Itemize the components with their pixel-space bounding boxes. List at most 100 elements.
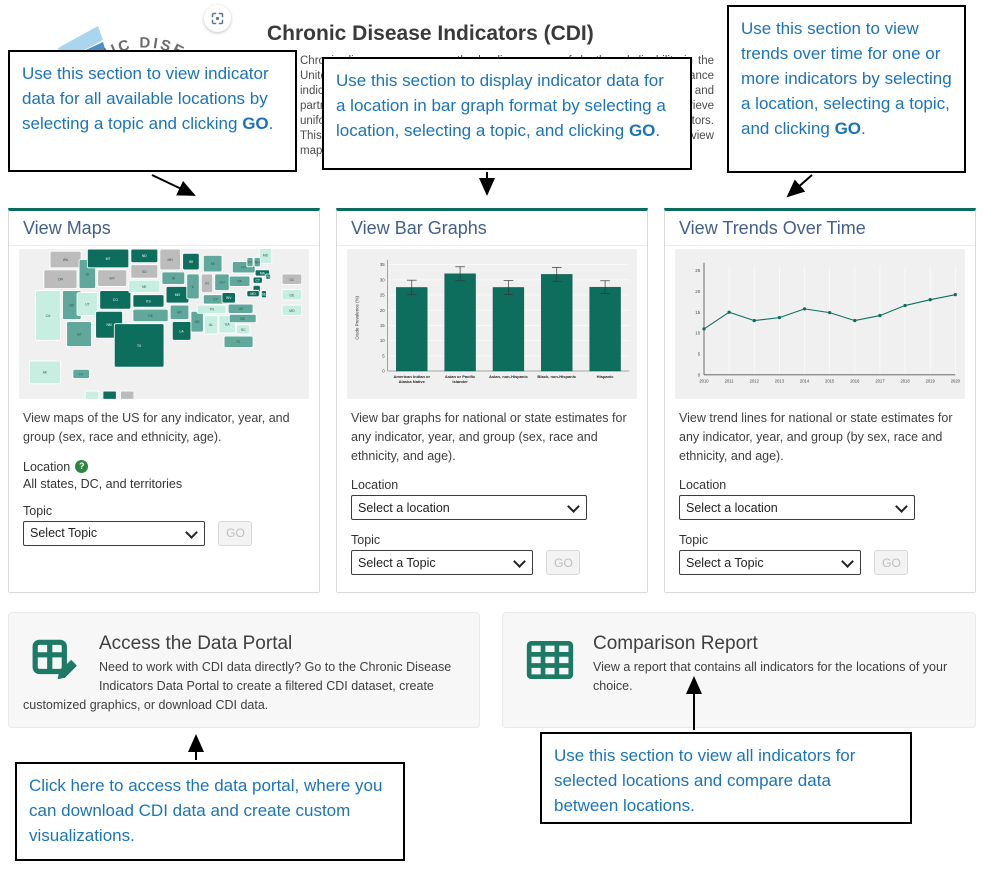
callout-trends: Use this section to view trends over tim… bbox=[727, 5, 966, 173]
arrow-to-trends bbox=[786, 174, 813, 198]
callout-trends-go: GO bbox=[834, 119, 862, 138]
maps-location-label: Location bbox=[23, 459, 71, 474]
callout-comparison-text: Use this section to view all indicators … bbox=[554, 746, 856, 815]
svg-text:GA: GA bbox=[225, 323, 231, 327]
svg-text:AZ: AZ bbox=[77, 333, 81, 337]
svg-text:WV: WV bbox=[226, 296, 232, 300]
svg-text:IA: IA bbox=[172, 277, 176, 281]
view-maps-body: View maps of the US for any indicator, y… bbox=[9, 403, 319, 546]
bars-topic-label: Topic bbox=[351, 533, 381, 548]
view-trends-description: View trend lines for national or state e… bbox=[679, 411, 953, 463]
svg-text:2014: 2014 bbox=[800, 379, 810, 384]
svg-text:SC: SC bbox=[241, 328, 246, 332]
svg-text:DC: DC bbox=[289, 278, 294, 282]
svg-text:Black, non-Hispanic: Black, non-Hispanic bbox=[537, 374, 576, 379]
maps-topic-select[interactable]: Select Topic bbox=[23, 520, 205, 546]
view-trends-header: View Trends Over Time bbox=[665, 211, 975, 246]
callout-trends-text: Use this section to view trends over tim… bbox=[741, 19, 952, 138]
svg-text:10: 10 bbox=[380, 339, 385, 344]
svg-text:2011: 2011 bbox=[725, 379, 735, 384]
comparison-report-description: View a report that contains all indicato… bbox=[593, 660, 948, 693]
callout-bars-text: Use this section to display indicator da… bbox=[336, 71, 666, 140]
svg-text:AL: AL bbox=[209, 323, 213, 327]
svg-text:20: 20 bbox=[380, 308, 385, 313]
svg-text:KY: KY bbox=[214, 298, 219, 302]
trends-location-label: Location bbox=[679, 478, 727, 493]
svg-text:15: 15 bbox=[695, 310, 700, 315]
svg-text:ND: ND bbox=[142, 255, 147, 259]
view-bar-graphs-card: View Bar Graphs 0 5 10 15 20 25 30 35 Crude Prev… bbox=[336, 208, 648, 593]
bars-go-button[interactable]: GO bbox=[546, 550, 581, 576]
svg-text:SD: SD bbox=[142, 270, 147, 274]
svg-text:20: 20 bbox=[695, 289, 700, 294]
table-grid-icon bbox=[526, 640, 574, 680]
callout-data-portal: Click here to access the data portal, wh… bbox=[15, 762, 405, 861]
view-maps-header: View Maps bbox=[9, 211, 319, 246]
maps-location-value: All states, DC, and territories bbox=[23, 476, 183, 491]
svg-text:MA: MA bbox=[260, 272, 266, 276]
svg-text:OH: OH bbox=[219, 281, 225, 285]
view-maps-title: View Maps bbox=[23, 218, 111, 238]
svg-text:MO: MO bbox=[175, 293, 181, 297]
callout-maps-suffix: . bbox=[268, 114, 274, 133]
svg-text:15: 15 bbox=[380, 323, 385, 328]
data-portal-section[interactable]: Access the Data Portal Need to work with… bbox=[8, 612, 480, 728]
arrow-to-maps bbox=[151, 174, 196, 196]
svg-text:25: 25 bbox=[380, 293, 385, 298]
trends-topic-label: Topic bbox=[679, 533, 709, 548]
trends-location-select[interactable]: Select a location bbox=[679, 495, 915, 521]
svg-text:Alaska Native: Alaska Native bbox=[399, 379, 426, 384]
view-bar-graphs-header: View Bar Graphs bbox=[337, 211, 647, 246]
svg-text:30: 30 bbox=[380, 278, 385, 283]
svg-text:DE: DE bbox=[262, 293, 267, 297]
comparison-report-title: Comparison Report bbox=[593, 633, 758, 654]
bar-chart-panel: 0 5 10 15 20 25 30 35 Crude Prevalence (%) Americ… bbox=[347, 249, 637, 399]
svg-text:NE: NE bbox=[142, 285, 147, 289]
svg-text:CT: CT bbox=[255, 279, 260, 283]
svg-text:OK: OK bbox=[148, 314, 154, 318]
scan-icon bbox=[211, 12, 224, 25]
svg-text:25: 25 bbox=[695, 268, 700, 273]
svg-text:MD: MD bbox=[289, 309, 295, 313]
bars-location-select[interactable]: Select a location bbox=[351, 495, 587, 521]
data-portal-title: Access the Data Portal bbox=[99, 633, 293, 654]
callout-maps-text: Use this section to view indicator data … bbox=[22, 64, 269, 133]
svg-text:KS: KS bbox=[146, 300, 151, 304]
svg-text:2019: 2019 bbox=[926, 379, 936, 384]
trends-go-button[interactable]: GO bbox=[874, 550, 909, 576]
help-icon[interactable]: ? bbox=[75, 460, 89, 473]
callout-bar-graphs: Use this section to display indicator da… bbox=[322, 57, 692, 170]
view-trends-body: View trend lines for national or state e… bbox=[665, 403, 975, 576]
svg-text:0: 0 bbox=[698, 373, 701, 378]
bars-topic-select[interactable]: Select a Topic bbox=[351, 550, 533, 576]
image-capture-button[interactable] bbox=[204, 5, 231, 32]
svg-text:TN: TN bbox=[209, 308, 214, 312]
svg-text:Asian, non-Hispanic: Asian, non-Hispanic bbox=[489, 374, 529, 379]
us-map-chart: WA OR CA NV ID MT WY UT CO AZ NM ND SD NE KS OK TX MN IA MO… bbox=[28, 249, 303, 399]
svg-text:0: 0 bbox=[382, 369, 385, 374]
line-chart: 2010 2011 2012 2013 2014 2015 2016 2017 2018 2019… bbox=[695, 263, 961, 384]
svg-text:FL: FL bbox=[237, 340, 241, 344]
svg-text:WA: WA bbox=[63, 258, 69, 262]
view-trends-card: View Trends Over Time 2010 2011 2012 2013 20… bbox=[664, 208, 976, 593]
view-maps-card: View Maps WA OR CA NV ID MT WY UT CO AZ NM ND SD NE KS… bbox=[8, 208, 320, 593]
svg-text:AK: AK bbox=[43, 371, 48, 375]
maps-location-label-row: Location ? bbox=[23, 460, 305, 474]
svg-text:2020: 2020 bbox=[951, 379, 961, 384]
comparison-report-section[interactable]: Comparison Report View a report that con… bbox=[502, 612, 976, 728]
svg-text:HI: HI bbox=[79, 373, 82, 377]
trends-topic-select[interactable]: Select a Topic bbox=[679, 550, 861, 576]
callout-bars-suffix: . bbox=[655, 121, 661, 140]
bars-location-label: Location bbox=[351, 478, 399, 493]
svg-text:DE: DE bbox=[290, 294, 295, 298]
page-title: Chronic Disease Indicators (CDI) bbox=[267, 22, 594, 45]
svg-text:2013: 2013 bbox=[775, 379, 785, 384]
svg-text:Crude Prevalence (%): Crude Prevalence (%) bbox=[355, 296, 360, 340]
maps-go-button[interactable]: GO bbox=[218, 520, 253, 546]
svg-text:2016: 2016 bbox=[850, 379, 860, 384]
view-bar-graphs-body: View bar graphs for national or state es… bbox=[337, 403, 647, 576]
svg-text:UT: UT bbox=[85, 303, 90, 307]
data-portal-description: Need to work with CDI data directly? Go … bbox=[23, 660, 452, 712]
callout-maps: Use this section to view indicator data … bbox=[8, 50, 297, 172]
view-bar-graphs-title: View Bar Graphs bbox=[351, 218, 487, 238]
